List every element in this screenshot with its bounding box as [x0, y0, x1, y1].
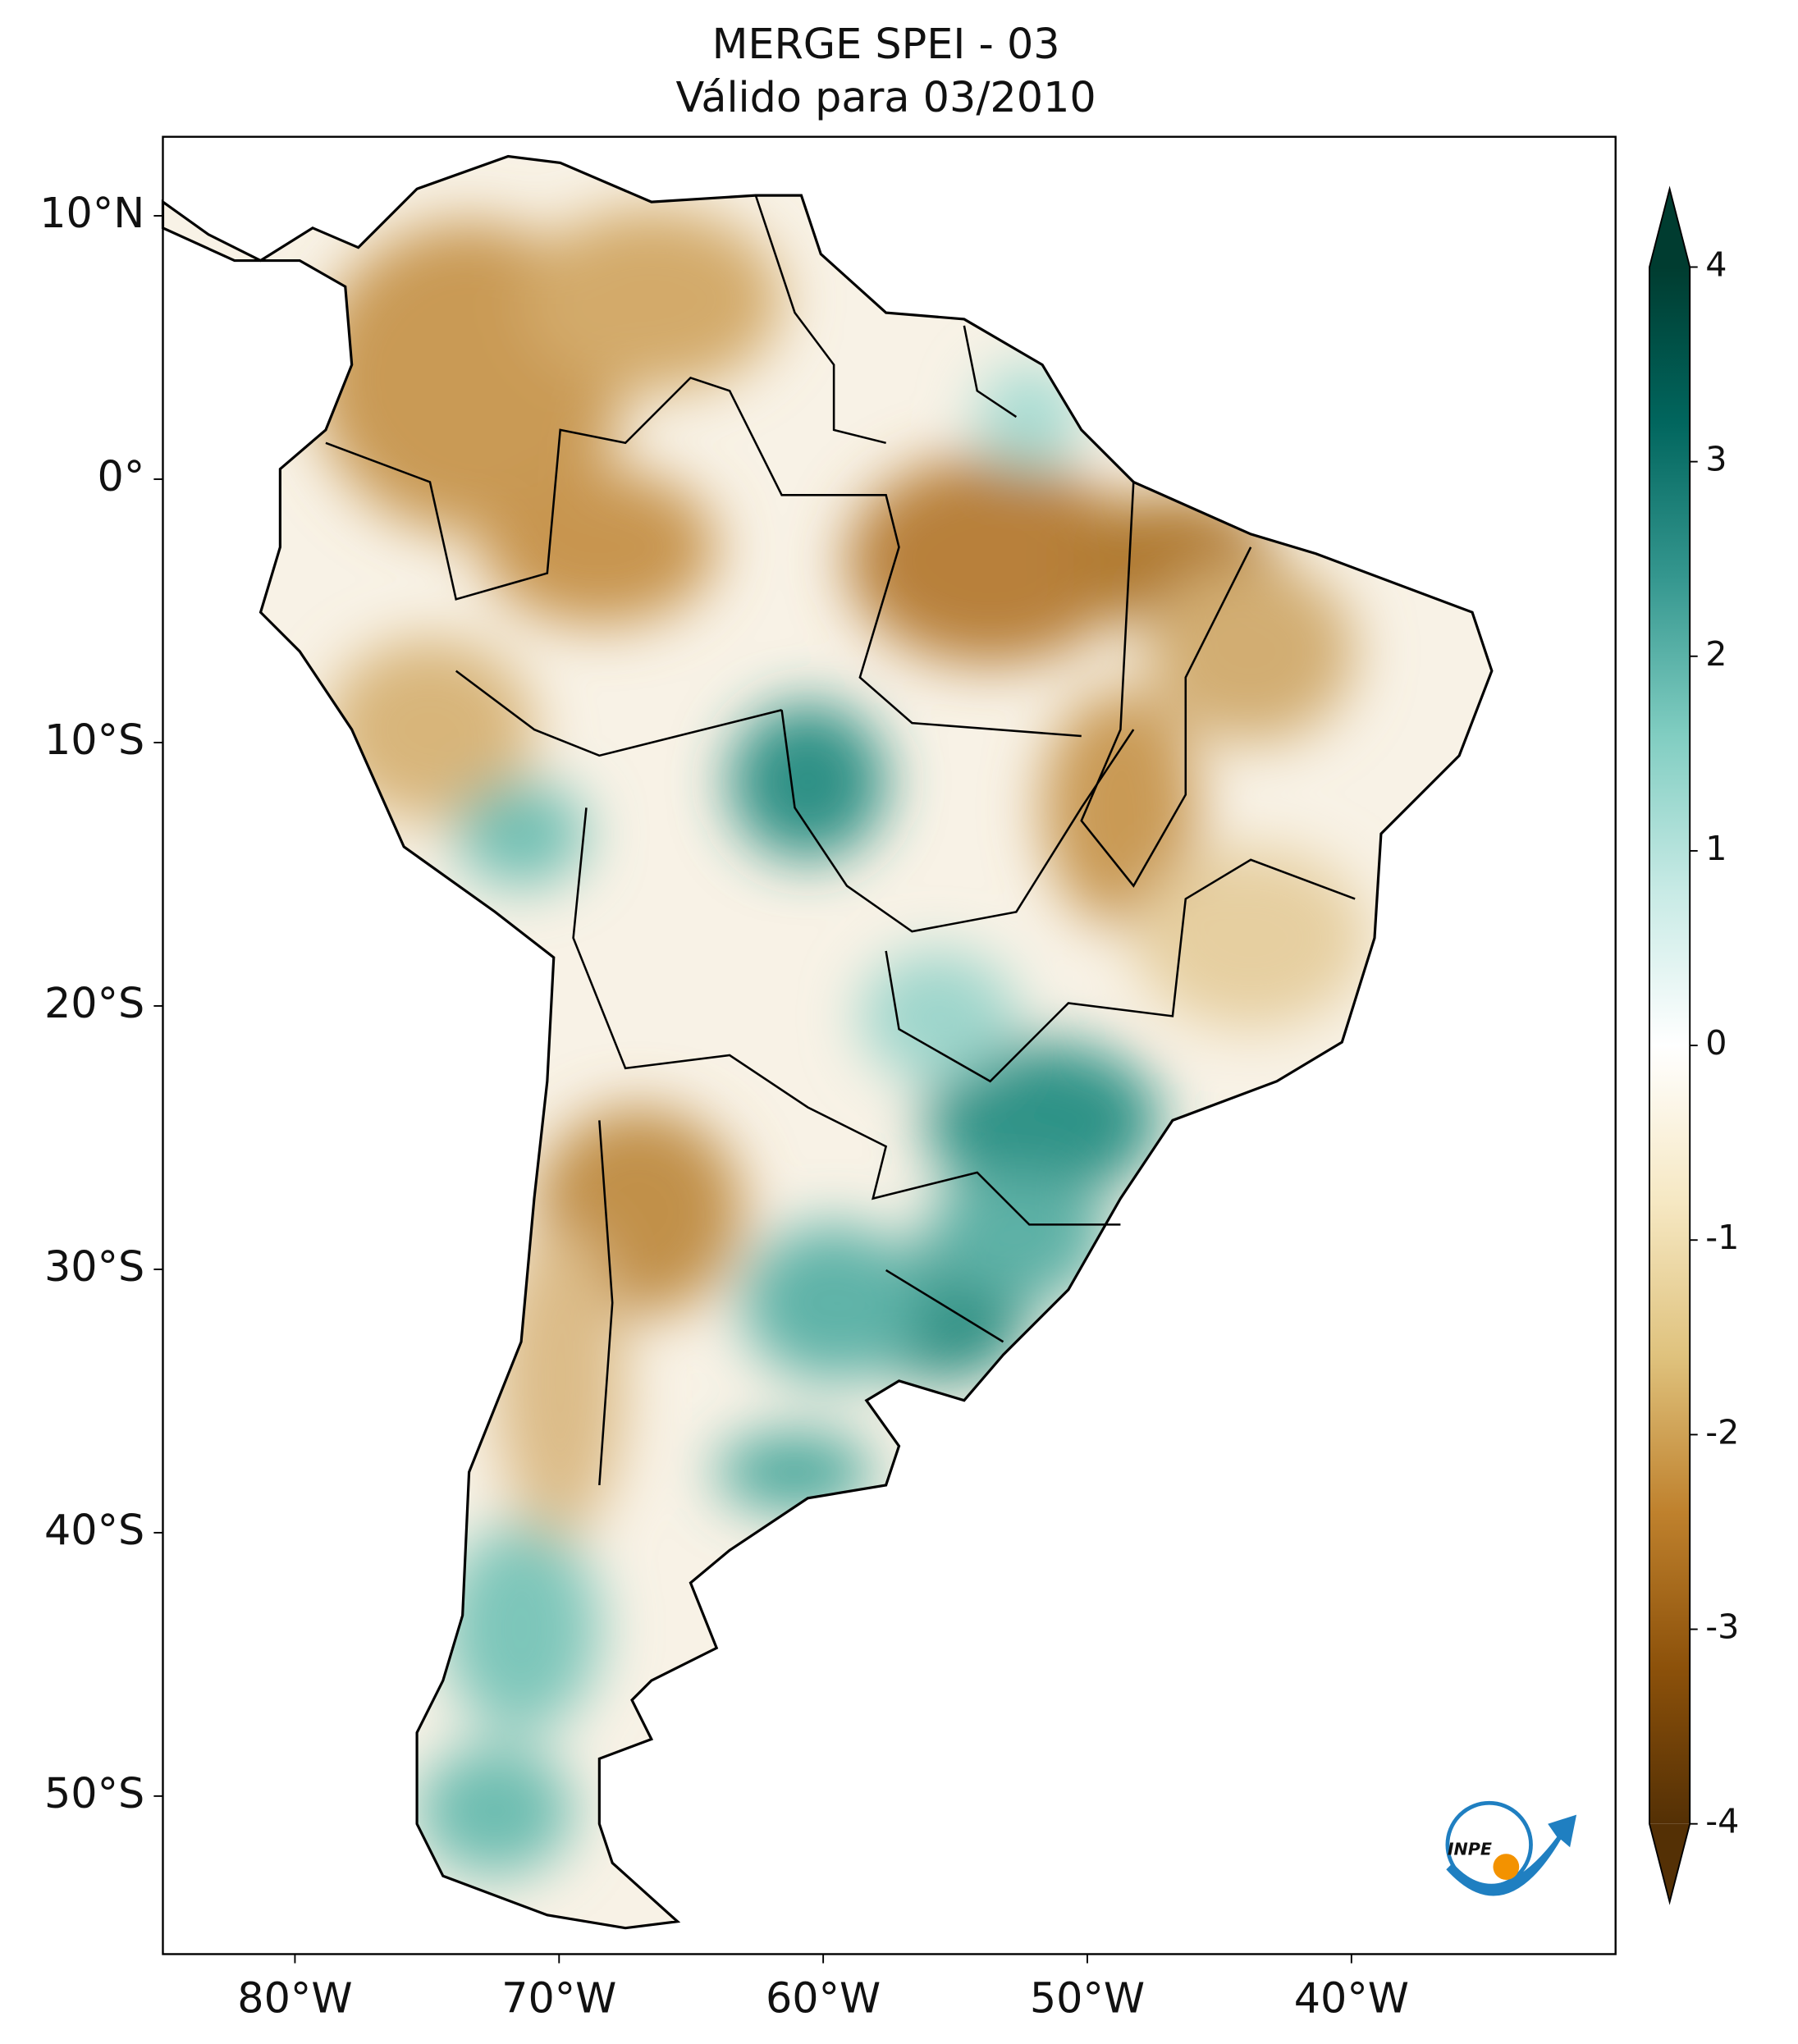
- colorbar-extend-top: [1649, 189, 1690, 268]
- colorbar-tick-label: -4: [1705, 1802, 1739, 1841]
- colorbar-tick-label: 0: [1705, 1023, 1727, 1063]
- colorbar-body: [1649, 267, 1690, 1824]
- x-tick-label: 60°W: [766, 1974, 881, 2023]
- colorbar-tick-label: 3: [1705, 440, 1727, 479]
- colorbar-tick-label: -3: [1705, 1607, 1739, 1647]
- x-tick-label: 70°W: [501, 1974, 616, 2023]
- borders: [325, 194, 1356, 1485]
- colorbar: 4 3 2 1 0 -1 -2 -3 -4: [1649, 185, 1739, 1905]
- y-tick-label: 10°N: [39, 189, 144, 237]
- colorbar-tick-label: 4: [1705, 245, 1727, 284]
- y-tick-label: 40°S: [44, 1506, 144, 1554]
- colorbar-tick-label: -2: [1705, 1412, 1739, 1452]
- logo: INPE: [1445, 1800, 1577, 1896]
- logo-text: INPE: [1448, 1839, 1492, 1859]
- x-tick-label: 80°W: [237, 1974, 352, 2023]
- colorbar-tick-label: 2: [1705, 634, 1727, 674]
- logo-arrow: [1446, 1814, 1577, 1896]
- subtitle: Válido para 03/2010: [676, 73, 1096, 121]
- field-blobs: [313, 208, 1369, 1877]
- y-tick-label: 10°S: [44, 716, 144, 764]
- logo-dot: [1493, 1854, 1520, 1880]
- title: MERGE SPEI - 03: [712, 20, 1060, 68]
- y-tick-label: 0°: [98, 452, 145, 501]
- colorbar-extend-bottom: [1649, 1823, 1690, 1902]
- y-tick-label: 50°S: [44, 1769, 144, 1818]
- x-tick-label: 40°W: [1294, 1974, 1409, 2023]
- map-frame: [162, 135, 1617, 1955]
- colorbar-tick-label: 1: [1705, 829, 1727, 868]
- colorbar-tick-label: -1: [1705, 1218, 1739, 1257]
- x-tick-label: 50°W: [1030, 1974, 1145, 2023]
- y-tick-label: 20°S: [44, 979, 144, 1027]
- y-tick-label: 30°S: [44, 1242, 144, 1291]
